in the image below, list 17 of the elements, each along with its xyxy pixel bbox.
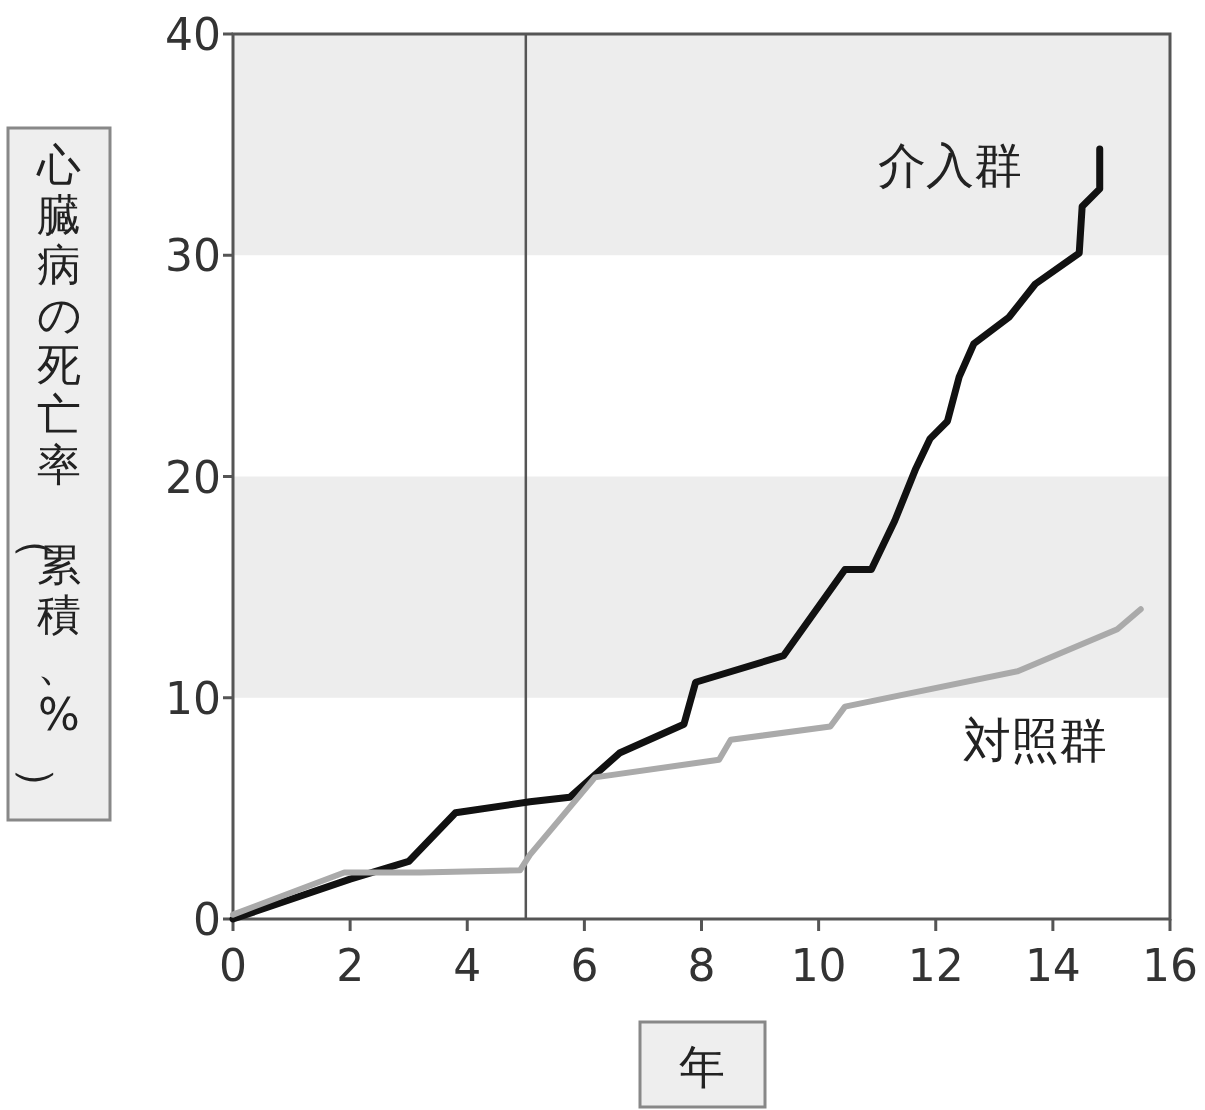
x-axis-title: 年 bbox=[679, 1040, 725, 1094]
series-label: 対照群 bbox=[963, 712, 1107, 768]
y-tick-label: 20 bbox=[165, 451, 221, 503]
x-tick-label: 4 bbox=[453, 940, 482, 991]
series-label: 介入群 bbox=[878, 137, 1022, 193]
x-tick-label: 12 bbox=[907, 940, 964, 991]
y-axis-title: 心臓病の死亡率（累積、%） bbox=[13, 139, 82, 810]
x-tick-label: 14 bbox=[1024, 940, 1081, 991]
y-tick-label: 40 bbox=[165, 9, 221, 60]
y-tick-label: 0 bbox=[193, 894, 221, 945]
x-tick-label: 6 bbox=[570, 940, 599, 991]
y-tick-label: 30 bbox=[165, 230, 221, 282]
x-tick-label: 10 bbox=[790, 940, 847, 991]
y-tick-label: 10 bbox=[165, 672, 221, 724]
x-tick-label: 2 bbox=[336, 940, 365, 991]
x-tick-label: 16 bbox=[1142, 940, 1198, 991]
x-tick-label: 8 bbox=[687, 940, 716, 991]
